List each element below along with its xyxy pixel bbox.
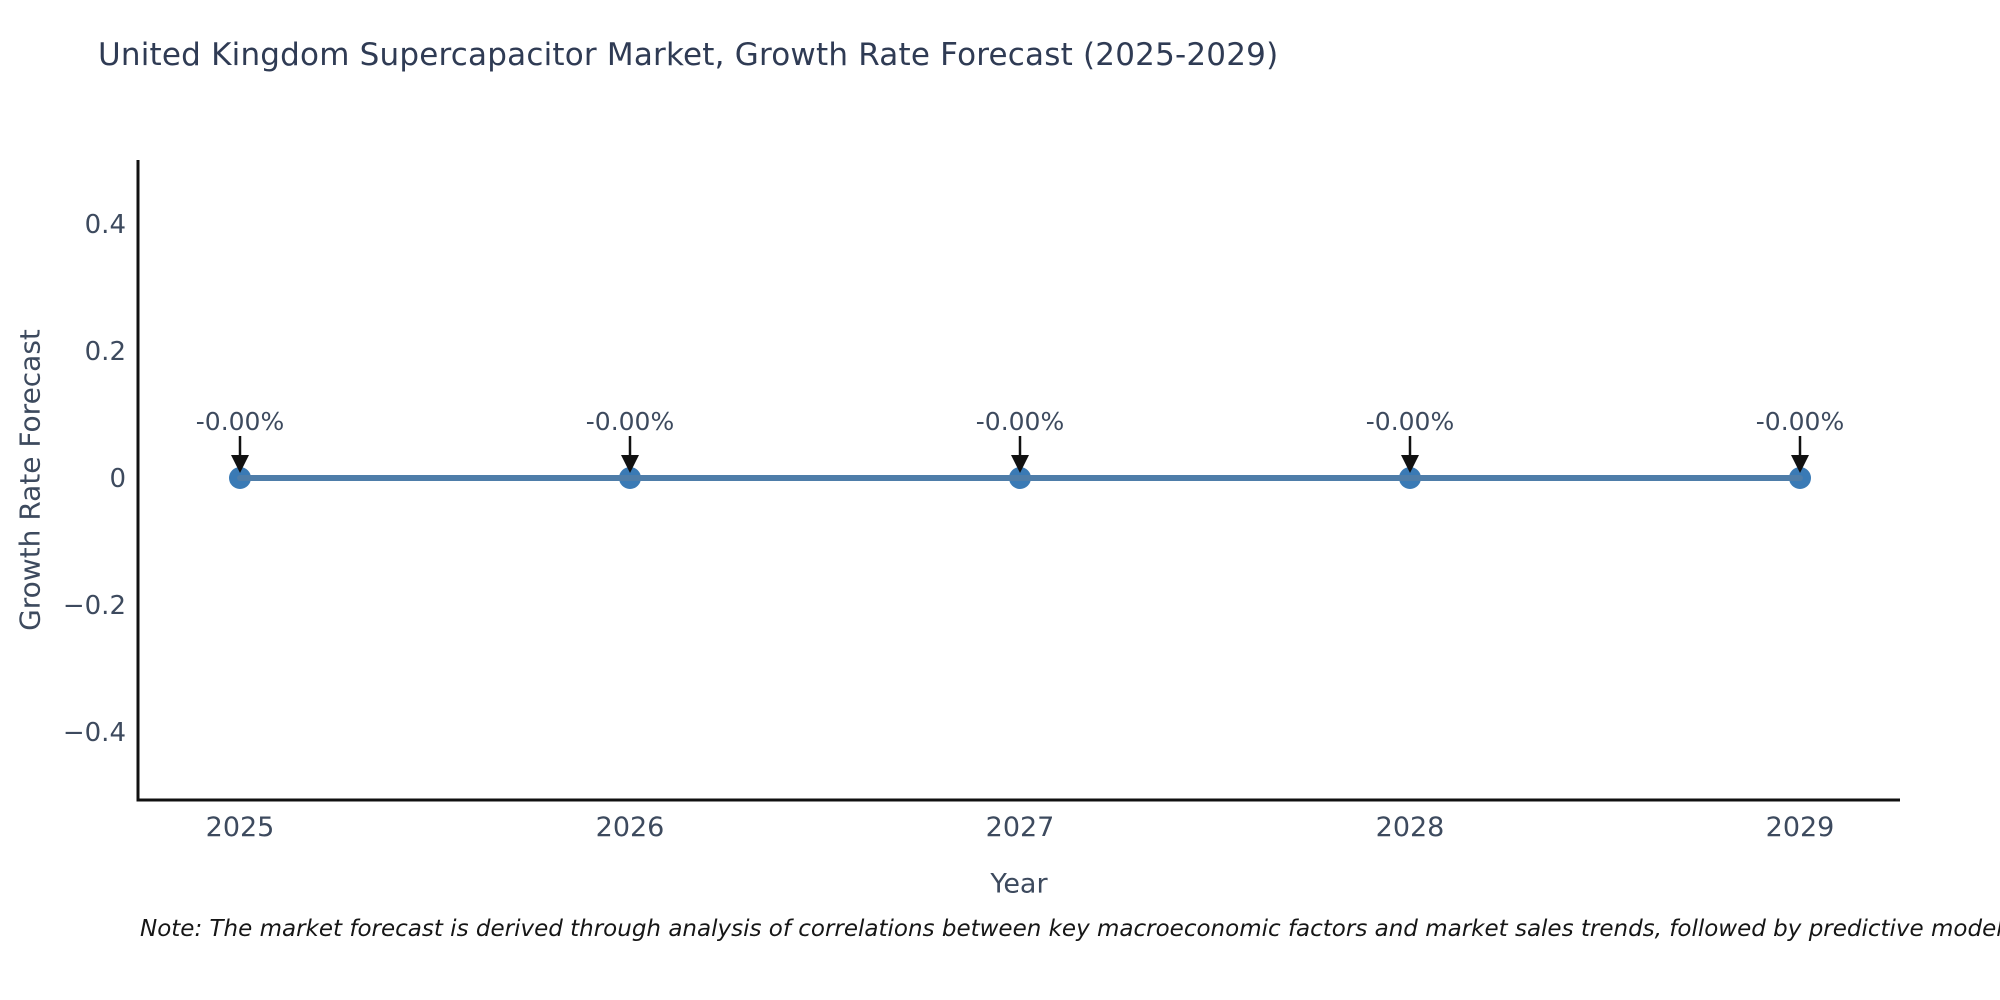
annotation-arrow-head	[1791, 455, 1809, 473]
annotation-label: -0.00%	[1756, 407, 1844, 436]
x-tick-label: 2029	[1766, 812, 1835, 843]
y-tick-label: 0.4	[85, 210, 126, 240]
y-tick-label: 0.2	[85, 337, 126, 367]
x-tick-label: 2028	[1376, 812, 1445, 843]
footnote: Note: The market forecast is derived thr…	[140, 916, 2000, 942]
y-tick-label: −0.4	[63, 718, 126, 748]
x-tick-label: 2026	[596, 812, 665, 843]
annotation-label: -0.00%	[196, 407, 284, 436]
x-tick-label: 2025	[206, 812, 275, 843]
annotation-arrow-head	[621, 455, 639, 473]
x-axis-title: Year	[990, 868, 1048, 900]
annotation-label: -0.00%	[1366, 407, 1454, 436]
y-tick-label: −0.2	[63, 591, 126, 621]
annotation-label: -0.00%	[586, 407, 674, 436]
annotation-arrow-head	[1011, 455, 1029, 473]
chart-title: United Kingdom Supercapacitor Market, Gr…	[98, 37, 1279, 73]
annotation-arrow-head	[1401, 455, 1419, 473]
x-tick-label: 2027	[986, 812, 1055, 843]
y-tick-label: 0	[109, 464, 126, 494]
annotation-arrow-head	[231, 455, 249, 473]
annotation-label: -0.00%	[976, 407, 1064, 436]
